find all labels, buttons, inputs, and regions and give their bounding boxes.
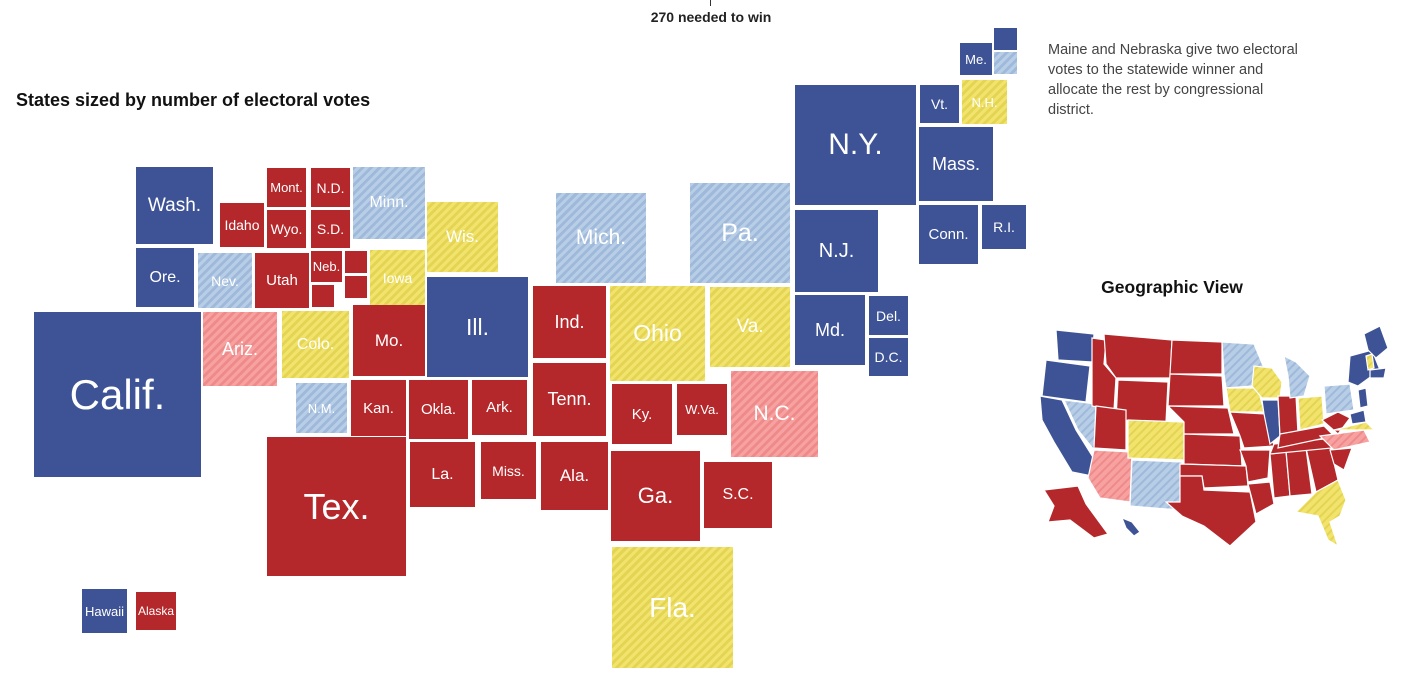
state-tile-oregon[interactable]: Ore. (136, 248, 194, 307)
state-tile-alaska[interactable]: Alaska (136, 592, 176, 630)
state-tile-colorado[interactable]: Colo. (282, 311, 349, 378)
state-tile-north-dakota[interactable]: N.D. (311, 168, 350, 207)
state-tile-massachusetts[interactable]: Mass. (919, 127, 993, 201)
state-tile-maine[interactable]: Me. (960, 43, 992, 75)
state-tile-dc[interactable]: D.C. (869, 338, 908, 376)
state-tile-georgia[interactable]: Ga. (611, 451, 700, 541)
state-tile-maryland[interactable]: Md. (795, 295, 865, 365)
state-tile-arizona[interactable]: Ariz. (203, 312, 277, 386)
map-title: States sized by number of electoral vote… (16, 90, 371, 110)
state-tile-idaho[interactable]: Idaho (220, 203, 264, 247)
state-tile-connecticut[interactable]: Conn. (919, 205, 978, 264)
state-tile-nebraska-district[interactable] (345, 251, 367, 273)
maine-nebraska-note: Maine and Nebraska give two electoral vo… (1048, 42, 1298, 118)
state-tile-arkansas[interactable]: Ark. (472, 380, 527, 435)
state-tile-south-dakota[interactable]: S.D. (311, 210, 350, 248)
state-tile-nebraska-district[interactable] (312, 285, 334, 307)
state-tile-ohio[interactable]: Ohio (610, 286, 705, 381)
win-threshold-tick (710, 0, 711, 6)
state-tile-minnesota[interactable]: Minn. (353, 167, 425, 239)
win-threshold-label: 270 needed to win (650, 9, 772, 25)
state-tile-new-mexico[interactable]: N.M. (296, 383, 347, 433)
state-tile-kansas[interactable]: Kan. (351, 380, 406, 436)
state-tile-rhode-island[interactable]: R.I. (982, 205, 1026, 249)
state-tile-new-jersey[interactable]: N.J. (795, 210, 878, 292)
state-tile-tennessee[interactable]: Tenn. (533, 363, 606, 436)
state-tile-vermont[interactable]: Vt. (920, 85, 959, 123)
geographic-map (1039, 326, 1389, 548)
state-tile-nevada[interactable]: Nev. (198, 253, 252, 308)
state-tile-wisconsin[interactable]: Wis. (427, 202, 498, 272)
state-tile-nebraska[interactable]: Neb. (311, 251, 342, 282)
state-tile-hawaii[interactable]: Hawaii (82, 589, 127, 633)
state-tile-michigan[interactable]: Mich. (556, 193, 646, 283)
state-tile-kentucky[interactable]: Ky. (612, 384, 672, 444)
state-tile-mississippi[interactable]: Miss. (481, 442, 536, 499)
state-tile-california[interactable]: Calif. (34, 312, 201, 477)
state-tile-virginia[interactable]: Va. (710, 287, 790, 367)
state-tile-maine-district[interactable] (994, 28, 1017, 50)
state-tile-north-carolina[interactable]: N.C. (731, 371, 818, 457)
state-tile-illinois[interactable]: Ill. (427, 277, 528, 377)
state-tile-utah[interactable]: Utah (255, 253, 309, 308)
state-tile-montana[interactable]: Mont. (267, 168, 306, 207)
state-tile-new-york[interactable]: N.Y. (795, 85, 916, 205)
state-tile-texas[interactable]: Tex. (267, 437, 406, 576)
state-tile-pennsylvania[interactable]: Pa. (690, 183, 790, 283)
state-tile-south-carolina[interactable]: S.C. (704, 462, 772, 528)
geographic-view-title: Geographic View (1101, 277, 1243, 297)
state-tile-washington[interactable]: Wash. (136, 167, 213, 244)
state-tile-maine-district[interactable] (994, 52, 1017, 74)
state-tile-florida[interactable]: Fla. (612, 547, 733, 668)
state-tile-nebraska-district[interactable] (345, 276, 367, 298)
state-tile-delaware[interactable]: Del. (869, 296, 908, 335)
state-tile-iowa[interactable]: Iowa (370, 250, 425, 305)
state-tile-west-virginia[interactable]: W.Va. (677, 384, 727, 435)
state-tile-indiana[interactable]: Ind. (533, 286, 606, 358)
state-tile-new-hampshire[interactable]: N.H. (962, 80, 1007, 124)
state-tile-alabama[interactable]: Ala. (541, 442, 608, 510)
state-tile-louisiana[interactable]: La. (410, 442, 475, 507)
state-tile-missouri[interactable]: Mo. (353, 305, 425, 376)
state-tile-oklahoma[interactable]: Okla. (409, 380, 468, 439)
state-tile-wyoming[interactable]: Wyo. (267, 210, 306, 248)
